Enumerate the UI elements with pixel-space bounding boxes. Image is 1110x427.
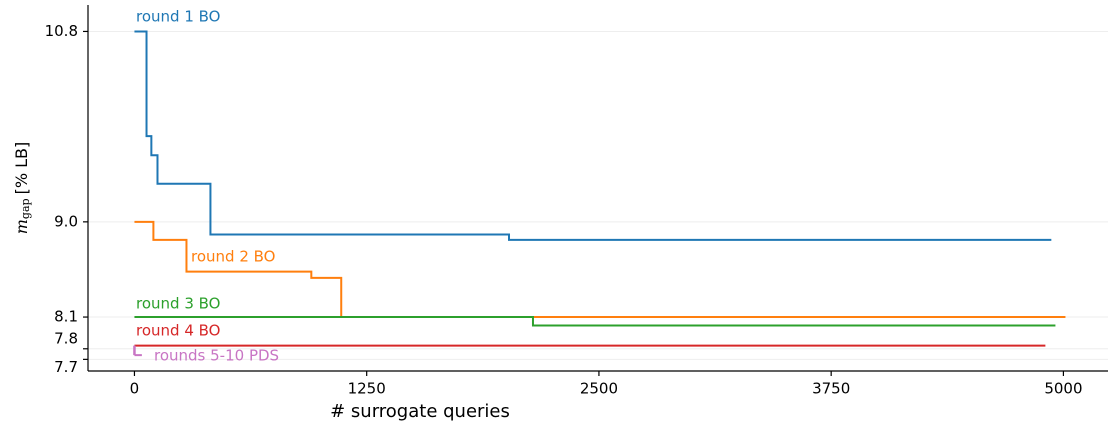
series-line [134, 30, 1052, 241]
x-tick-label: 3750 [812, 380, 850, 398]
series-label: round 3 BO [136, 295, 220, 313]
x-tick-label: 2500 [580, 380, 618, 398]
y-axis-unit: [% LB] [12, 142, 31, 195]
y-tick-label: 7.7 [54, 358, 78, 376]
series-line [134, 220, 1066, 319]
y-tick-label: 9.0 [54, 212, 78, 230]
series-label: rounds 5-10 PDS [154, 347, 279, 365]
x-tick-label: 1250 [348, 380, 386, 398]
x-tick-label: 0 [130, 380, 140, 398]
x-tick-label: 5000 [1044, 380, 1082, 398]
x-axis-label: # surrogate queries [330, 401, 510, 422]
series-label: round 2 BO [191, 248, 275, 266]
y-tick-label: 7.8 [54, 329, 78, 347]
y-tick-label: 8.1 [54, 308, 78, 326]
series-label: round 1 BO [136, 8, 220, 26]
y-axis-symbol: m [12, 219, 31, 234]
series-line [134, 316, 1056, 327]
y-axis-sub: gap [19, 198, 32, 219]
y-axis-label: mgap [% LB] [12, 142, 33, 235]
series-label: round 4 BO [136, 322, 220, 340]
y-tick-label: 10.8 [45, 22, 78, 40]
